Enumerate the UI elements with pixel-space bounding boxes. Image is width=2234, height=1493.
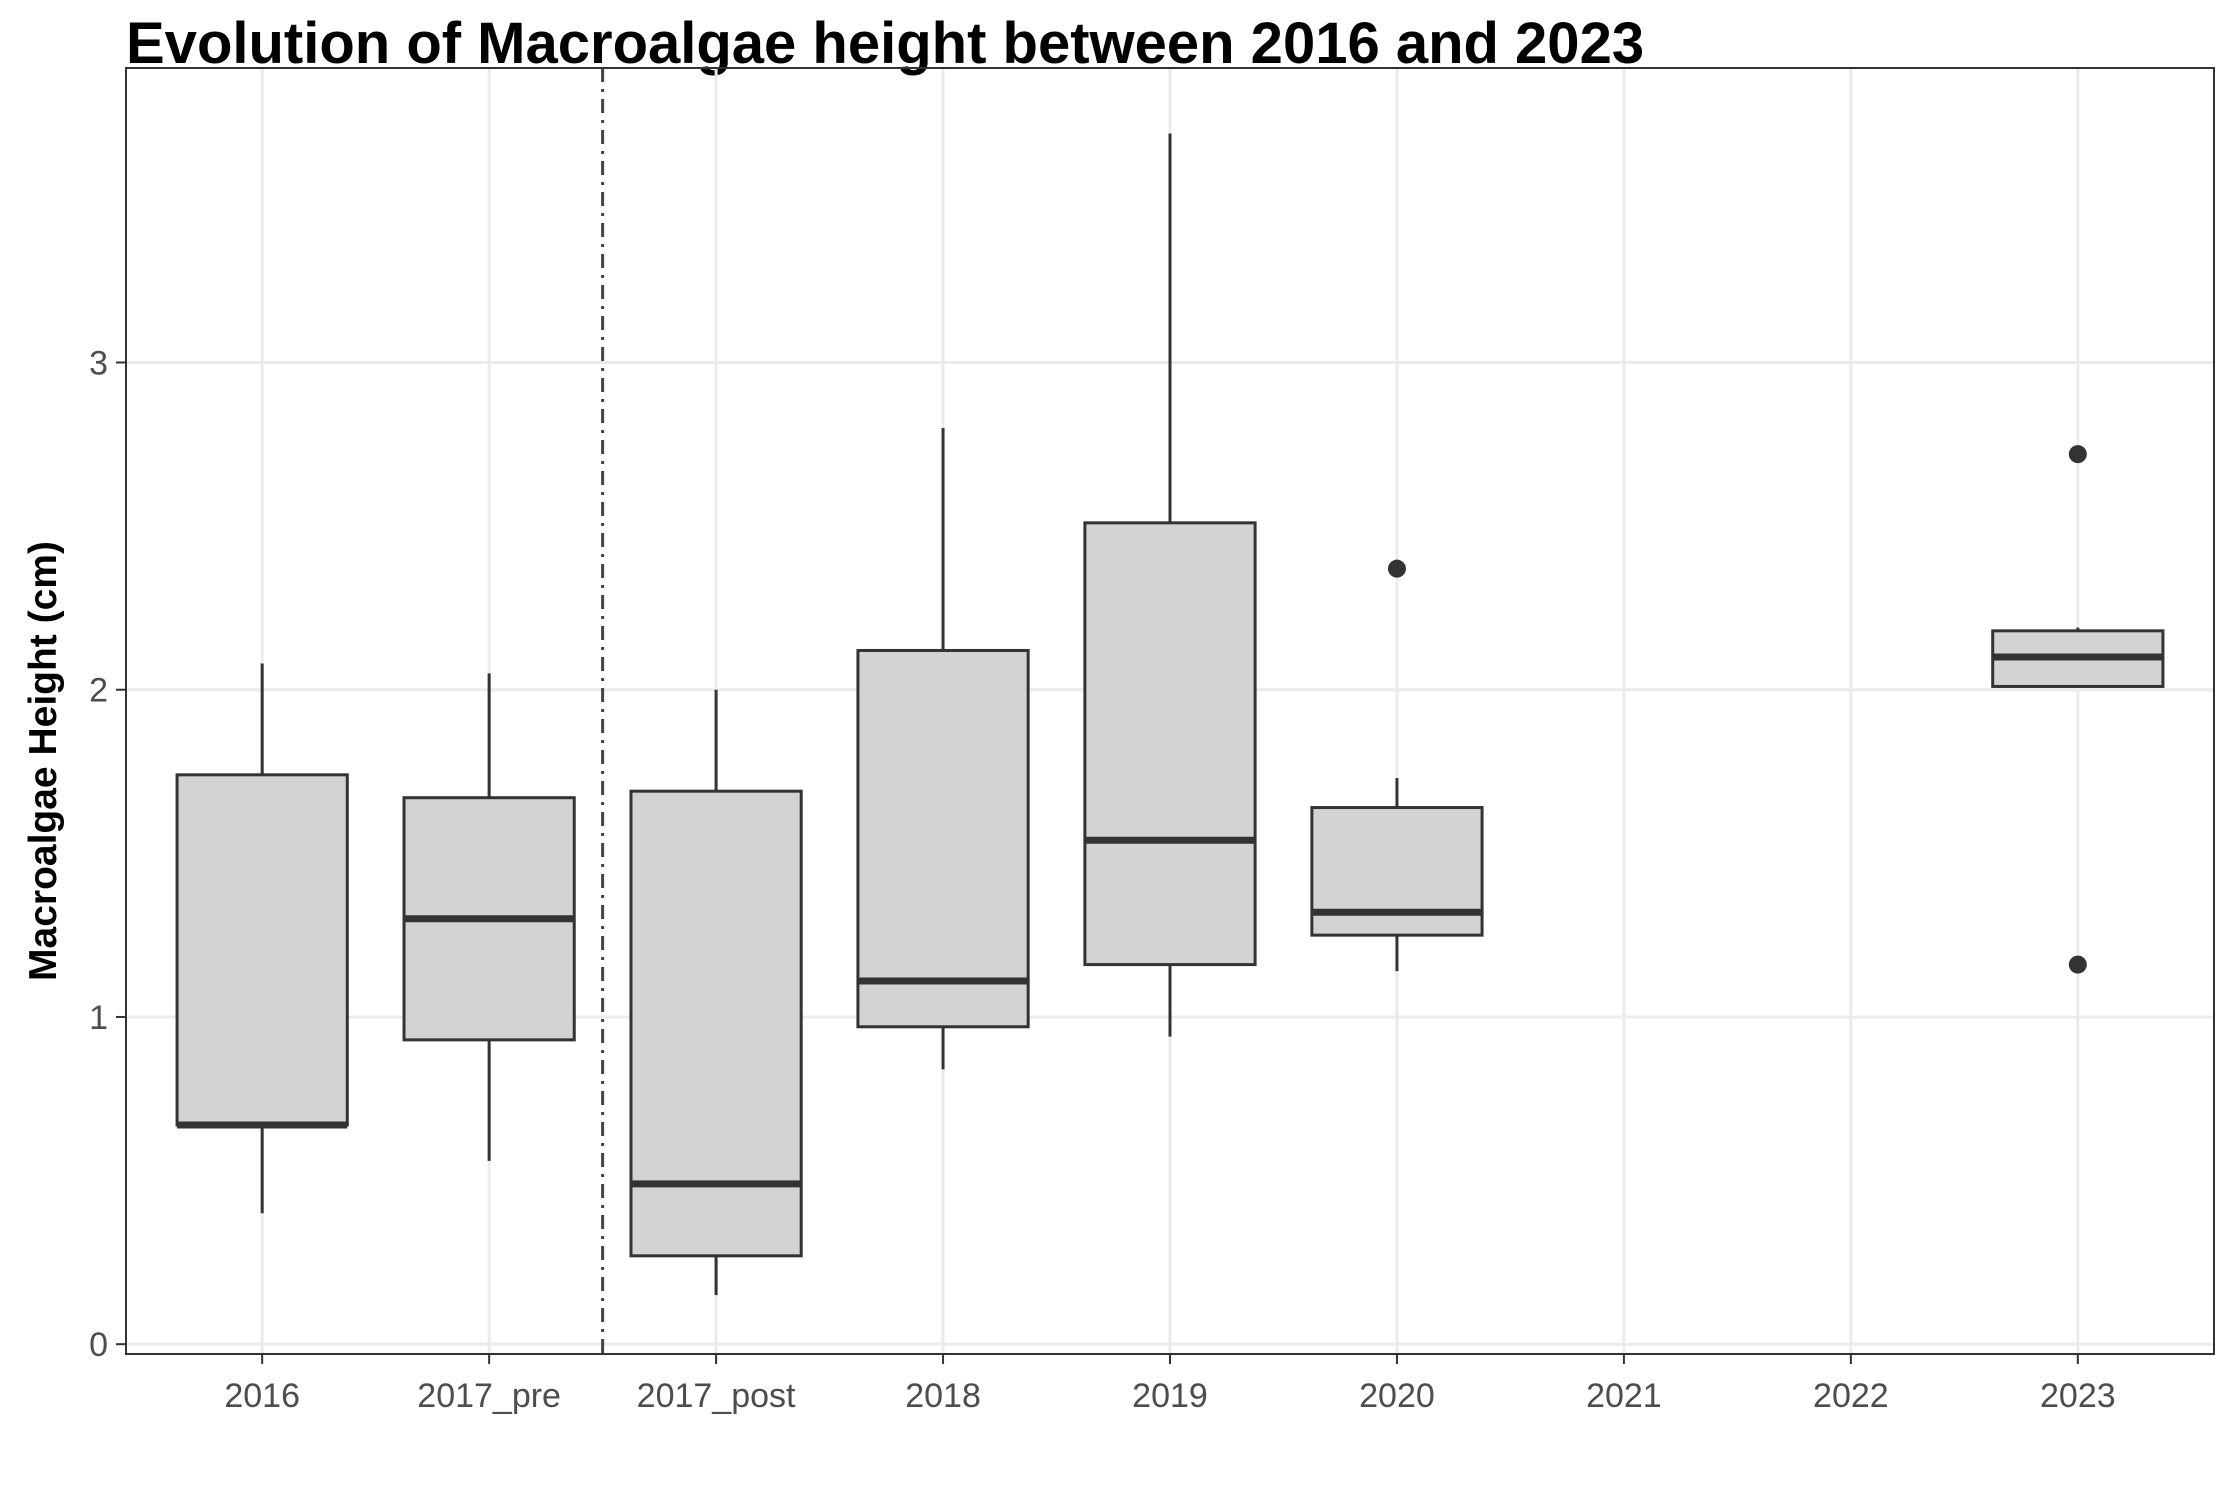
box-2020 bbox=[1310, 559, 1484, 972]
y-tick-label: 0 bbox=[89, 1326, 108, 1364]
x-tick-label: 2021 bbox=[1586, 1377, 1662, 1415]
x-tick-label: 2020 bbox=[1359, 1377, 1435, 1415]
x-tick-label: 2019 bbox=[1132, 1377, 1208, 1415]
box-2017_post bbox=[629, 689, 803, 1296]
axes: 0 1 2 3 2016 2017_pre 2017_post 2018 2019 2020 202… bbox=[89, 345, 2116, 1415]
iqr-box bbox=[629, 789, 803, 1258]
outlier-point bbox=[2068, 955, 2087, 974]
box-series bbox=[175, 133, 2165, 1296]
y-tick-label: 3 bbox=[89, 345, 108, 383]
box-2019 bbox=[1083, 133, 1257, 1037]
y-tick-label: 2 bbox=[89, 672, 108, 710]
iqr-box bbox=[856, 648, 1030, 1029]
x-tick-label: 2016 bbox=[224, 1377, 300, 1415]
box-2018 bbox=[856, 427, 1030, 1070]
iqr-box bbox=[1310, 806, 1484, 937]
iqr-box bbox=[175, 773, 349, 1127]
y-tick-label: 1 bbox=[89, 999, 108, 1037]
iqr-box bbox=[1083, 521, 1257, 967]
x-tick-label: 2017_post bbox=[637, 1377, 796, 1415]
x-tick-label: 2022 bbox=[1813, 1377, 1889, 1415]
chart-title: Evolution of Macroalgae height between 2… bbox=[126, 11, 1645, 76]
y-axis-title: Macroalgae Height (cm) bbox=[22, 541, 65, 981]
x-tick-label: 2023 bbox=[2040, 1377, 2116, 1415]
box-2016 bbox=[175, 663, 349, 1214]
x-tick-label: 2018 bbox=[905, 1377, 981, 1415]
outlier-point bbox=[1387, 559, 1406, 578]
outlier-point bbox=[2068, 445, 2087, 464]
box-2023 bbox=[1991, 445, 2165, 974]
x-tick-label: 2017_pre bbox=[417, 1377, 561, 1415]
box-2017_pre bbox=[402, 673, 576, 1161]
